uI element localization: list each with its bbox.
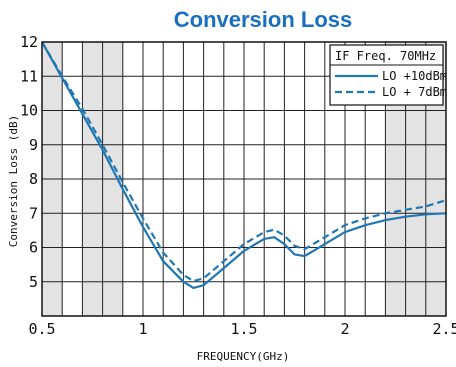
chart-title: Conversion Loss xyxy=(174,7,352,32)
legend-label: LO +10dBm xyxy=(382,69,447,83)
y-tick-label: 12 xyxy=(20,33,38,51)
series-line-lo-10dbm xyxy=(42,42,446,289)
legend-label: LO + 7dBm xyxy=(382,85,447,99)
x-tick-label: 1.5 xyxy=(230,320,257,338)
y-tick-label: 9 xyxy=(29,136,38,154)
x-axis-label: FREQUENCY(GHz) xyxy=(197,350,290,363)
y-tick-label: 6 xyxy=(29,239,38,257)
x-tick-labels: 0.5 1 1.5 2 2.5 xyxy=(28,320,456,338)
y-tick-label: 5 xyxy=(29,273,38,291)
y-tick-label: 7 xyxy=(29,204,38,222)
y-tick-label: 11 xyxy=(20,67,38,85)
y-axis-label: Conversion Loss (dB) xyxy=(7,115,20,247)
x-tick-label: 2 xyxy=(340,320,349,338)
series-line-lo-7dbm xyxy=(42,42,446,283)
plot-frame xyxy=(41,41,447,317)
legend: IF Freq. 70MHz LO +10dBm LO + 7dBm xyxy=(329,44,447,106)
x-tick-label: 0.5 xyxy=(28,320,55,338)
x-tick-label: 2.5 xyxy=(432,320,456,338)
series-lines xyxy=(42,42,446,289)
y-tick-label: 10 xyxy=(20,102,38,120)
y-tick-labels: 5 6 7 8 9 10 11 12 xyxy=(20,33,38,291)
legend-header: IF Freq. 70MHz xyxy=(335,49,436,63)
x-tick-label: 1 xyxy=(138,320,147,338)
y-tick-label: 8 xyxy=(29,170,38,188)
